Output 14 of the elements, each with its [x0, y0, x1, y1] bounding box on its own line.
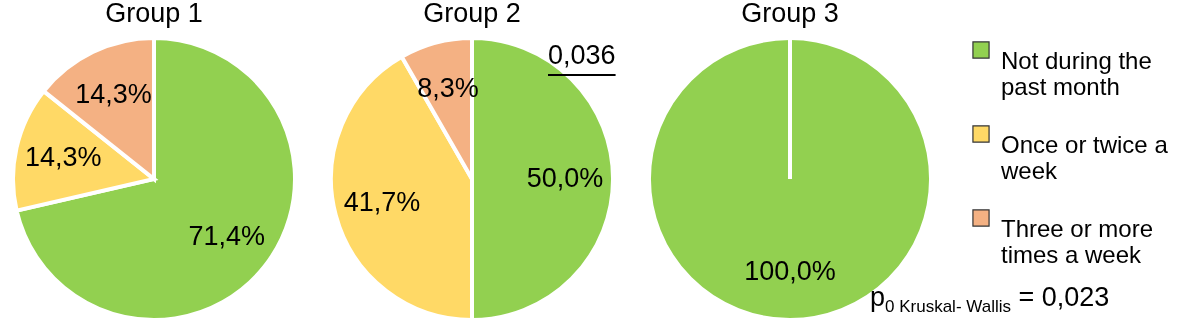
- data-label: 14,3%: [75, 79, 152, 110]
- text: p$_{0 Kruskal- Wallis}$ = 0,023: [870, 282, 1110, 318]
- data-label: 100,0%: [744, 256, 836, 287]
- data-label: 41,7%: [343, 186, 421, 217]
- slice-label: Group 2: [423, 0, 521, 28]
- slice-label: Group 1: [105, 0, 203, 28]
- legend-label: Not during the past month: [1001, 47, 1152, 100]
- data-label: 50,0%: [526, 163, 604, 193]
- data-label: 14,3%: [24, 142, 102, 173]
- legend-label: Three or more times a week: [1001, 215, 1154, 268]
- data-label: 8,3%: [417, 73, 479, 104]
- data-label: 71,4%: [188, 220, 266, 251]
- legend-label: Once or twice a week: [1000, 131, 1169, 184]
- slice-label: Group 3: [741, 0, 839, 28]
